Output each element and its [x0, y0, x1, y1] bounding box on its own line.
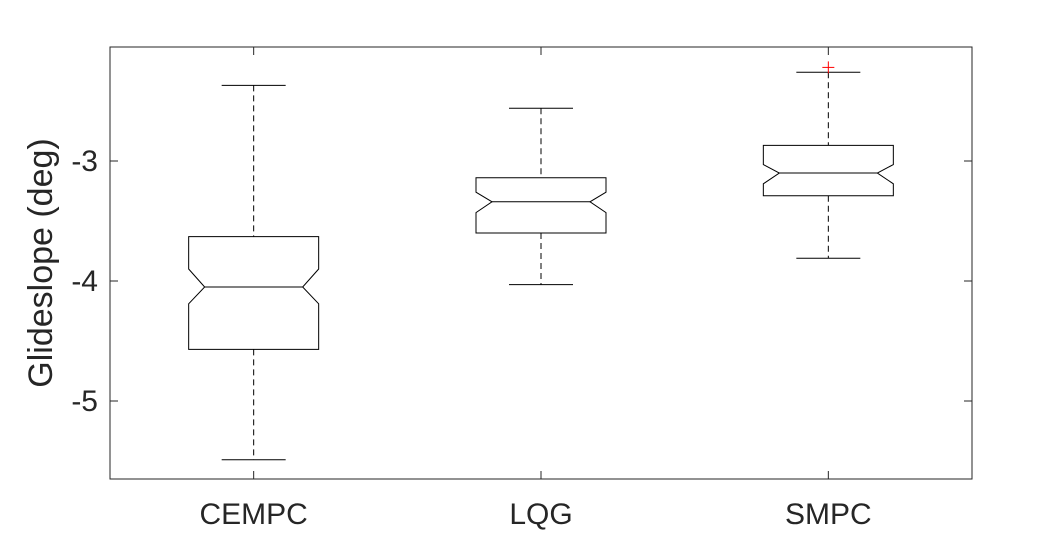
x-tick-label: SMPC [785, 498, 872, 531]
ticks-layer: CEMPC LQG SMPC -5 -4 -3 [71, 47, 972, 531]
y-tick-label: -3 [71, 145, 98, 178]
y-tick-label: -5 [71, 385, 98, 418]
box-cempc [188, 84, 320, 461]
box-smpc [762, 61, 894, 259]
notched-box [188, 236, 320, 350]
x-tick-label: LQG [509, 498, 572, 531]
y-tick-label: -4 [71, 265, 98, 298]
box-lqg [475, 107, 607, 286]
y-axis-label: Glideslope (deg) [22, 138, 60, 387]
notched-box [475, 177, 607, 234]
boxes-layer [188, 61, 894, 461]
outlier-marker [822, 61, 835, 74]
x-tick-label: CEMPC [199, 498, 307, 531]
notched-box [762, 144, 894, 197]
